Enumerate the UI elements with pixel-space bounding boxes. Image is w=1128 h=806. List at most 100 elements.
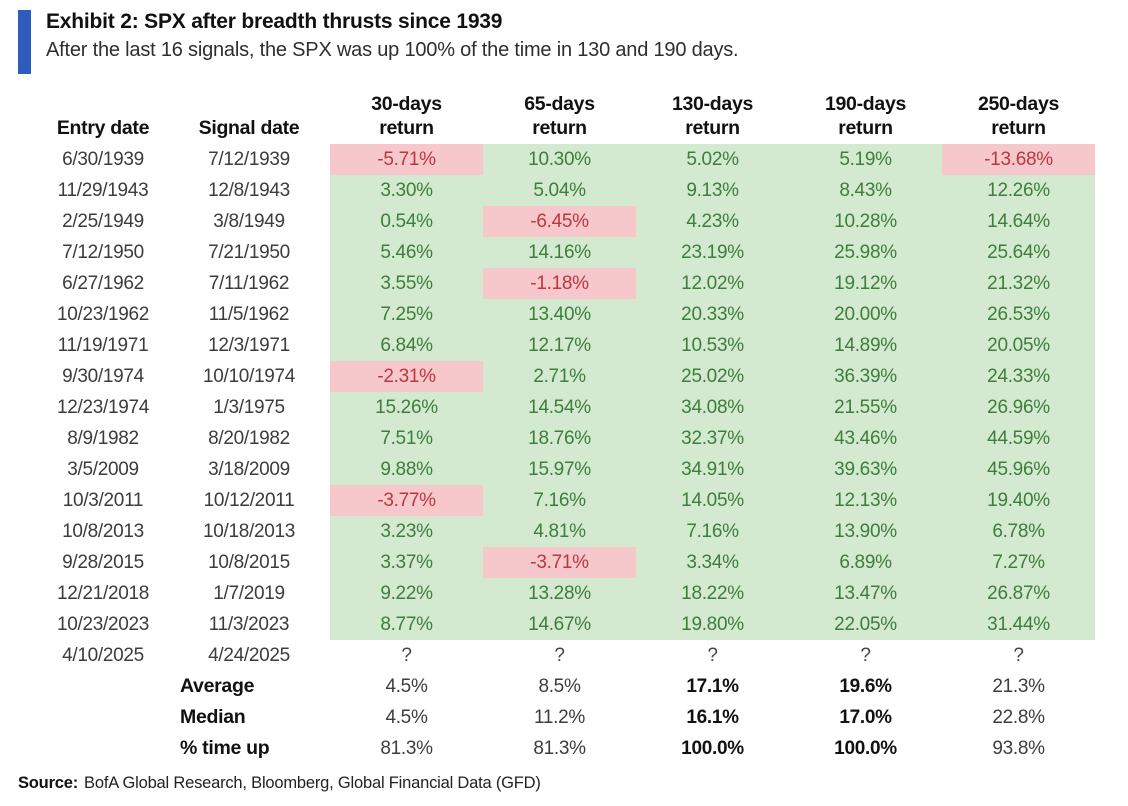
return-cell: 23.19%	[636, 236, 789, 268]
return-cell: 5.46%	[330, 236, 483, 268]
summary-value-cell: 93.8%	[992, 737, 1045, 759]
summary-value-cell: 17.1%	[686, 675, 739, 697]
source-label: Source:	[18, 773, 79, 792]
return-cell: 14.67%	[483, 608, 636, 640]
summary-value-cell: 100.0%	[681, 737, 744, 759]
summary-spacer	[38, 702, 168, 733]
return-cell: 3.23%	[330, 515, 483, 547]
return-cell: 5.04%	[483, 174, 636, 206]
return-cell: 14.89%	[789, 329, 942, 361]
return-cell: 7.25%	[330, 298, 483, 330]
return-cell: 6.84%	[330, 329, 483, 361]
signal-date-cell: 10/10/1974	[202, 365, 296, 387]
return-cell: 10.30%	[483, 143, 636, 175]
return-cell: 45.96%	[942, 453, 1095, 485]
return-cell: 39.63%	[789, 453, 942, 485]
return-cell: 10.53%	[636, 329, 789, 361]
summary-value-cell: 8.5%	[538, 675, 581, 697]
signal-date-cell: 10/18/2013	[202, 520, 296, 542]
return-cell: 12.26%	[942, 174, 1095, 206]
summary-row-label: Average	[180, 674, 255, 697]
summary-value-cell: 16.1%	[686, 706, 739, 728]
signal-date-cell: 12/8/1943	[208, 179, 290, 201]
summary-value-cell: 11.2%	[534, 706, 585, 728]
summary-value-cell: 19.6%	[839, 675, 892, 697]
entry-date-cell: 12/21/2018	[56, 582, 150, 604]
entry-date-cell: 6/27/1962	[62, 272, 144, 294]
return-cell: 7.16%	[483, 484, 636, 516]
return-cell: 4.81%	[483, 515, 636, 547]
return-cell: 20.00%	[789, 298, 942, 330]
return-cell: 25.98%	[789, 236, 942, 268]
return-cell: 14.16%	[483, 236, 636, 268]
return-cell: -3.71%	[483, 546, 636, 578]
return-cell: 32.37%	[636, 422, 789, 454]
return-cell: 12.17%	[483, 329, 636, 361]
return-cell: 26.53%	[942, 298, 1095, 330]
return-cell: 15.26%	[330, 391, 483, 423]
signal-date-cell: 11/3/2023	[208, 613, 290, 635]
return-cell: 25.64%	[942, 236, 1095, 268]
summary-value-cell: 81.3%	[380, 737, 433, 759]
return-cell: 5.02%	[636, 143, 789, 175]
column-header: 250-days return	[977, 93, 1060, 140]
return-cell: 13.47%	[789, 577, 942, 609]
entry-date-cell: 3/5/2009	[67, 458, 139, 480]
return-cell: 8.43%	[789, 174, 942, 206]
return-cell: -3.77%	[330, 484, 483, 516]
summary-value-cell: 4.5%	[385, 706, 428, 728]
return-cell: 14.54%	[483, 391, 636, 423]
return-cell: 10.28%	[789, 205, 942, 237]
return-cell: 9.88%	[330, 453, 483, 485]
return-cell: 21.55%	[789, 391, 942, 423]
return-cell: 13.90%	[789, 515, 942, 547]
summary-spacer	[38, 671, 168, 702]
summary-value-cell: 81.3%	[533, 737, 586, 759]
return-cell: 26.96%	[942, 391, 1095, 423]
summary-row-label: % time up	[180, 736, 270, 759]
return-cell: 44.59%	[942, 422, 1095, 454]
return-cell: 7.27%	[942, 546, 1095, 578]
return-cell: ?	[554, 644, 565, 666]
return-cell: 14.05%	[636, 484, 789, 516]
summary-value-cell: 22.8%	[992, 706, 1045, 728]
column-header: Signal date	[198, 117, 300, 140]
exhibit-accent-bar	[18, 10, 31, 74]
return-cell: 31.44%	[942, 608, 1095, 640]
column-header: 30-days return	[371, 93, 442, 140]
return-cell: 18.76%	[483, 422, 636, 454]
column-header: Entry date	[56, 117, 150, 140]
entry-date-cell: 7/12/1950	[62, 241, 144, 263]
return-cell: 3.55%	[330, 267, 483, 299]
return-cell: 34.91%	[636, 453, 789, 485]
return-cell: ?	[401, 644, 412, 666]
signal-date-cell: 7/11/1962	[208, 272, 290, 294]
return-cell: 6.89%	[789, 546, 942, 578]
signal-date-cell: 10/8/2015	[208, 551, 290, 573]
return-cell: 14.64%	[942, 205, 1095, 237]
return-cell: -5.71%	[330, 143, 483, 175]
return-cell: 34.08%	[636, 391, 789, 423]
column-header: 130-days return	[671, 93, 754, 140]
return-cell: 21.32%	[942, 267, 1095, 299]
summary-row-label: Median	[180, 705, 246, 728]
signal-date-cell: 8/20/1982	[208, 427, 290, 449]
entry-date-cell: 9/28/2015	[62, 551, 144, 573]
return-cell: 20.05%	[942, 329, 1095, 361]
return-cell: 4.23%	[636, 205, 789, 237]
return-cell: 2.71%	[483, 360, 636, 392]
entry-date-cell: 4/10/2025	[62, 644, 144, 666]
return-cell: -13.68%	[942, 143, 1095, 175]
return-cell: 19.80%	[636, 608, 789, 640]
return-cell: 15.97%	[483, 453, 636, 485]
return-cell: 18.22%	[636, 577, 789, 609]
signal-date-cell: 4/24/2025	[208, 644, 290, 666]
entry-date-cell: 11/29/1943	[57, 179, 149, 201]
return-cell: 25.02%	[636, 360, 789, 392]
column-header: 65-days return	[524, 93, 595, 140]
exhibit-header: Exhibit 2: SPX after breadth thrusts sin…	[18, 8, 1128, 74]
return-cell: 8.77%	[330, 608, 483, 640]
summary-value-cell: 17.0%	[839, 706, 892, 728]
entry-date-cell: 9/30/1974	[62, 365, 144, 387]
signal-date-cell: 11/5/1962	[208, 303, 290, 325]
